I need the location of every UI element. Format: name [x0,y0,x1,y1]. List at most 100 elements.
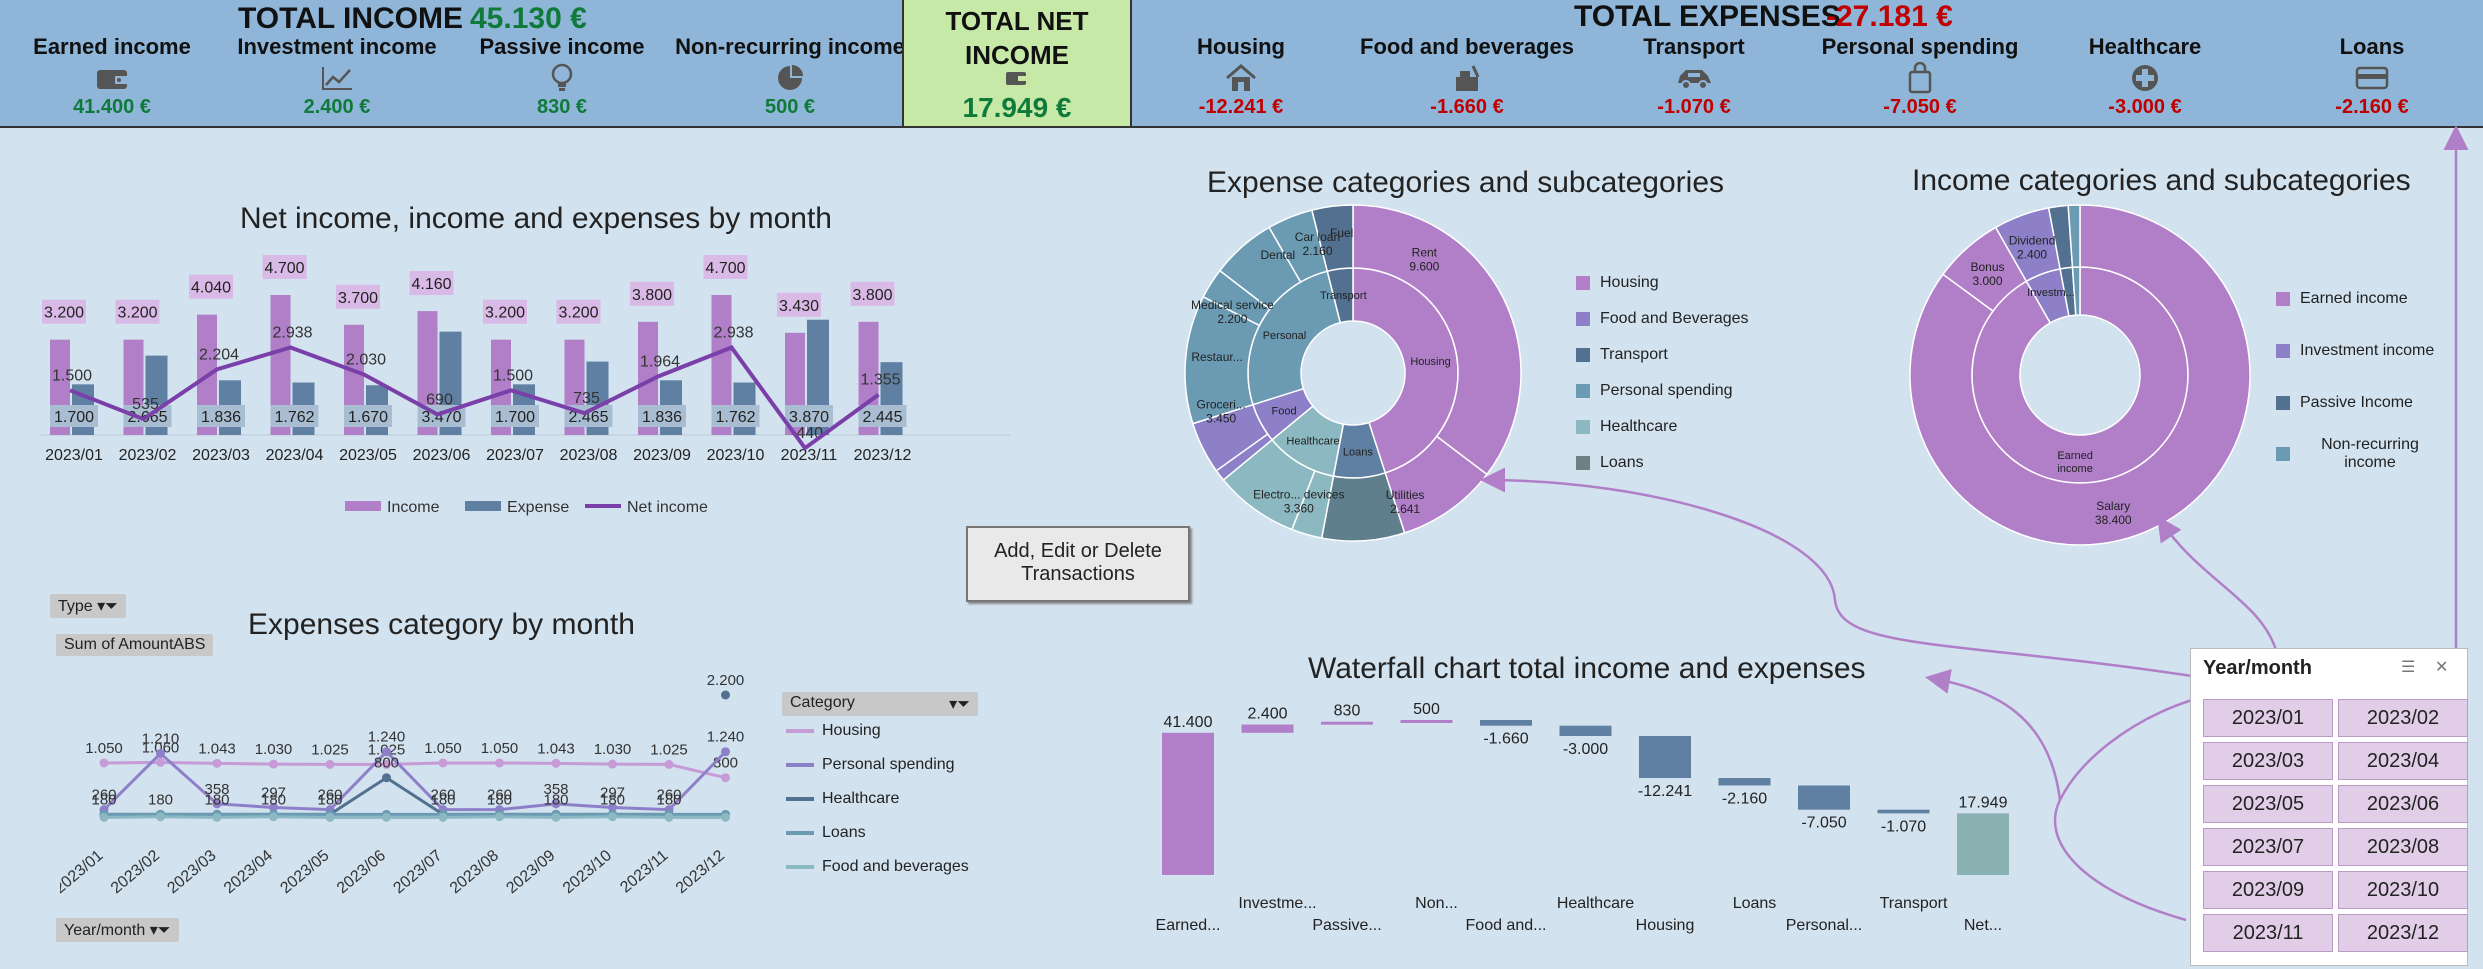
slicer-item[interactable]: 2023/03 [2203,742,2333,780]
point-label: 1.210 [142,731,180,748]
series-point [269,759,278,769]
x-tick-label: 2023/02 [119,447,177,464]
series-point [382,812,391,822]
waterfall-data-label: -2.160 [1722,790,1767,807]
expense-cat-label: Food and beverages [1360,34,1574,59]
slicer-item[interactable]: 2023/01 [2203,699,2333,737]
legend-label: Non-recurring income [2321,436,2419,471]
point-label: 180 [487,791,512,808]
slicer-item[interactable]: 2023/07 [2203,828,2333,866]
expense-cat-housing: Housing -12.241 € [1121,34,1361,119]
total-expenses-label: TOTAL EXPENSES [1574,0,1841,33]
expense-cat-value: -12.241 € [1198,96,1284,118]
point-label: 260 [91,787,116,804]
income-data-label: 3.200 [558,305,598,322]
clear-filter-icon[interactable]: ✕ [2435,659,2449,676]
series-point [438,758,448,768]
multi-select-icon[interactable]: ☰ [2401,659,2416,676]
income-data-label-bg [42,299,86,324]
series-point [495,812,504,822]
point-label: 180 [91,791,116,808]
legend-label: Housing [1600,274,1659,291]
add-edit-delete-transactions-button[interactable]: Add, Edit or Delete Transactions [966,526,1190,602]
waterfall-bar [1400,720,1453,723]
income-data-label-bg [115,299,160,324]
expense-cat-value: -1.660 € [1430,96,1504,118]
legend-swatch [2276,344,2290,358]
slicer-item[interactable]: 2023/04 [2338,742,2468,780]
expense-data-label-bg [491,405,539,427]
expense-data-label: 1.836 [642,409,682,426]
x-tick-label: Passive... [1312,917,1381,934]
income-cat-value: 41.400 € [73,96,151,118]
type-filter-button[interactable]: Type ▾⏷ [50,594,126,618]
outer-ring-value: 9.600 [1409,260,1439,274]
series-point [608,812,617,822]
legend-swatch [2276,396,2290,410]
expense-data-label: 1.670 [348,409,388,426]
line-chart-icon [217,60,457,96]
slicer-item[interactable]: 2023/05 [2203,785,2333,823]
expense-data-label-bg [711,405,760,427]
slicer-item[interactable]: 2023/12 [2338,914,2468,952]
series-point [664,759,674,769]
income-cat-label: Non-recurring income [675,34,905,59]
income-data-label-bg [630,281,674,306]
button-line-1: Add, Edit or Delete [994,540,1162,562]
expense-cat-label: Transport [1643,34,1745,59]
series-point [99,758,109,768]
net-income-data-label: 2.938 [713,324,753,341]
slicer-item[interactable]: 2023/02 [2338,699,2468,737]
x-tick-label: Healthcare [1557,895,1634,912]
sum-field-button[interactable]: Sum of AmountABS [56,634,214,656]
income-data-label: 4.700 [264,260,304,277]
expense-data-label: 1.700 [495,409,535,426]
wallet-icon [1005,70,1027,91]
outer-ring-label: Electro... devices [1253,487,1344,501]
outer-ring-value: 38.400 [2095,513,2132,527]
expense-data-label-bg [858,405,907,427]
point-label: 1.025 [311,741,349,758]
expense-data-label: 2.445 [862,409,902,426]
waterfall-bar [1241,724,1294,733]
net-income-data-label: 2.938 [272,324,312,341]
point-label: 180 [430,791,455,808]
income-cat-label: Earned income [33,34,191,59]
yearmonth-filter-button[interactable]: Year/month ▾⏷ [56,918,179,942]
series-point [721,773,730,783]
expense-data-label-bg [344,405,392,427]
waterfall-data-label: 500 [1413,701,1440,718]
slicer-item[interactable]: 2023/09 [2203,871,2333,909]
x-tick-label: Earned... [1156,917,1221,934]
slicer-item[interactable]: 2023/11 [2203,914,2333,952]
inner-ring-label: income [2057,463,2092,475]
income-cat-value: 2.400 € [303,96,371,118]
legend-entry: Transport [1576,346,1668,364]
net-income-data-label: 1.355 [860,372,900,389]
legend-label: Housing [822,722,881,739]
expense-cat-transport: Transport -1.070 € [1574,34,1814,119]
legend-entry: Healthcare [1576,418,1677,436]
x-tick-label: Food and... [1466,917,1547,934]
income-data-label-bg [189,274,233,299]
series-point [721,747,730,757]
outer-ring-segment [1310,204,1354,273]
series-line [103,760,726,780]
expense-data-label-bg [50,405,98,427]
waterfall-bar [1321,721,1373,725]
legend-swatch [1576,456,1590,470]
income-data-label: 3.200 [485,305,525,322]
slicer-item[interactable]: 2023/08 [2338,828,2468,866]
lightbulb-icon [442,60,682,96]
income-data-label-bg [409,271,454,296]
outer-ring-label: Bonus [1970,260,2004,274]
slicer-item[interactable]: 2023/06 [2338,785,2468,823]
legend-swatch [1576,276,1590,290]
waterfall-bar [1957,813,2009,875]
slicer-item[interactable]: 2023/10 [2338,871,2468,909]
income-data-label: 4.040 [191,280,231,297]
point-label: 180 [656,791,681,808]
category-filter-button[interactable]: Category ▾⏷ [782,692,978,716]
shopping-bag-icon [1800,60,2040,96]
legend-entry: Loans [1576,454,1644,472]
